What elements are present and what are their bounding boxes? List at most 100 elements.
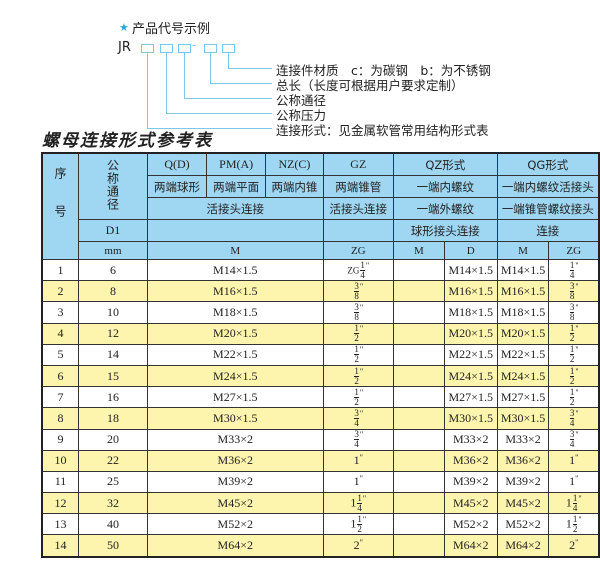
cell-seq: 3 xyxy=(41,301,79,324)
cell-qz-m xyxy=(393,534,445,558)
cell-dn: 40 xyxy=(77,513,148,536)
fraction-denominator: 8 xyxy=(569,290,575,301)
fraction-numerator: 1 xyxy=(354,344,359,356)
table-row: 14 50 M64×2 2" M64×2 M64×2 2" xyxy=(41,534,600,558)
cell-qg-zg: 1 1 4 " xyxy=(548,492,600,515)
inch-mark: " xyxy=(359,366,364,376)
cell-gz-zg: 3 8 " xyxy=(322,280,395,303)
cell-qz-d: M30×1.5 xyxy=(443,407,498,430)
cell-qz-d: M64×2 xyxy=(443,534,498,558)
cell-gz-zg: 2" xyxy=(322,534,395,558)
fraction-numerator: 1 xyxy=(354,365,359,377)
cell-qg-m: M30×1.5 xyxy=(496,407,550,430)
table-row: 10 22 M36×2 1" M36×2 M36×2 1" xyxy=(41,449,600,472)
cell-gz-zg: 1 2 " xyxy=(322,322,395,345)
header-gz-desc: 两端锥管 xyxy=(322,175,395,198)
cell-dn: 18 xyxy=(77,407,148,430)
cell-qz-d: M20×1.5 xyxy=(443,322,498,345)
table-row: 1 6 M14×1.5 ZG 1 4 " M14×1.5 M14×1.5 1 4 " xyxy=(41,258,600,282)
cell-qz-m xyxy=(393,513,445,536)
inch-mark: " xyxy=(575,324,579,334)
cell-qz-m xyxy=(393,386,445,409)
fraction-numerator: 3 xyxy=(354,429,359,441)
cell-m: M24×1.5 xyxy=(146,364,324,388)
code-box-diameter xyxy=(178,44,191,53)
cell-qg-zg: 1" xyxy=(548,470,600,494)
cell-seq: 1 xyxy=(41,258,79,282)
cell-seq: 8 xyxy=(41,407,79,430)
cell-m: M30×1.5 xyxy=(146,407,324,430)
cell-m: M39×2 xyxy=(146,470,324,494)
header-qz-ball: 球形接头连接 xyxy=(393,219,498,242)
inch-mark: " xyxy=(578,493,582,503)
cell-qg-m: M18×1.5 xyxy=(496,301,550,324)
header-gz: GZ xyxy=(322,152,395,176)
header-mm: mm xyxy=(77,241,148,260)
inch-mark: " xyxy=(575,281,579,291)
header-qg-m: M xyxy=(496,241,550,260)
fraction-denominator: 2 xyxy=(357,523,362,534)
cell-qg-zg: 1 2 " xyxy=(548,386,600,409)
cell-gz-zg: 3 8 " xyxy=(322,301,395,324)
header-gz-union: 活接头连接 xyxy=(322,197,395,220)
cell-qz-m xyxy=(393,258,445,282)
cell-seq: 6 xyxy=(41,364,79,388)
header-qg: QG形式 xyxy=(496,152,600,176)
cell-qz-d: M22×1.5 xyxy=(443,343,498,366)
inch-mark: " xyxy=(365,260,370,270)
inch-mark: " xyxy=(359,281,364,291)
inch-mark: " xyxy=(362,514,367,524)
cell-qz-d: M39×2 xyxy=(443,470,498,494)
cell-m: M22×1.5 xyxy=(146,343,324,366)
header-pm-desc: 两端平面 xyxy=(206,175,267,198)
cell-m: M27×1.5 xyxy=(146,386,324,409)
header-zg: ZG xyxy=(322,241,395,260)
table-row: 13 40 M52×2 1 1 2 " M52×2 M52×2 1 1 2 " xyxy=(41,513,600,536)
fraction-numerator: 1 xyxy=(569,365,575,377)
cell-qg-zg: 1 2 " xyxy=(548,343,600,366)
inch-mark: " xyxy=(575,474,579,484)
cell-seq: 12 xyxy=(41,492,79,515)
cell-qz-m xyxy=(393,301,445,324)
fraction-denominator: 2 xyxy=(569,375,575,386)
fraction-whole: 1 xyxy=(350,516,357,531)
cell-qz-m xyxy=(393,449,445,472)
cell-gz-zg: 3 4 " xyxy=(322,428,395,451)
cell-dn: 32 xyxy=(77,492,148,515)
fraction-denominator: 2 xyxy=(354,354,359,365)
fraction-whole: ZG xyxy=(347,264,360,275)
header-qz-d: D xyxy=(443,241,498,260)
cell-qg-zg: 3 8 " xyxy=(548,280,600,303)
header-m: M xyxy=(146,241,324,260)
cell-qg-m: M24×1.5 xyxy=(496,364,550,388)
inch-mark: " xyxy=(359,430,364,440)
fraction-numerator: 1 xyxy=(572,492,578,504)
fraction-denominator: 2 xyxy=(569,354,575,365)
table-row: 5 14 M22×1.5 1 2 " M22×1.5 M22×1.5 1 2 " xyxy=(41,343,600,366)
inch-mark: " xyxy=(575,387,579,397)
cell-qg-m: M16×1.5 xyxy=(496,280,550,303)
header-pm: PM(A) xyxy=(206,152,267,176)
fraction-denominator: 2 xyxy=(569,396,575,407)
fraction-numerator: 1 xyxy=(357,513,362,525)
cell-dn: 15 xyxy=(77,364,148,388)
fraction-denominator: 4 xyxy=(572,502,578,513)
fraction-numerator: 3 xyxy=(569,280,575,292)
fraction-whole: 1 xyxy=(350,494,357,509)
fraction-numerator: 3 xyxy=(354,407,359,419)
cell-seq: 11 xyxy=(41,470,79,494)
cell-qz-m xyxy=(393,470,445,494)
fraction-numerator: 3 xyxy=(569,301,575,313)
cell-qg-zg: 3 4 " xyxy=(548,428,600,451)
